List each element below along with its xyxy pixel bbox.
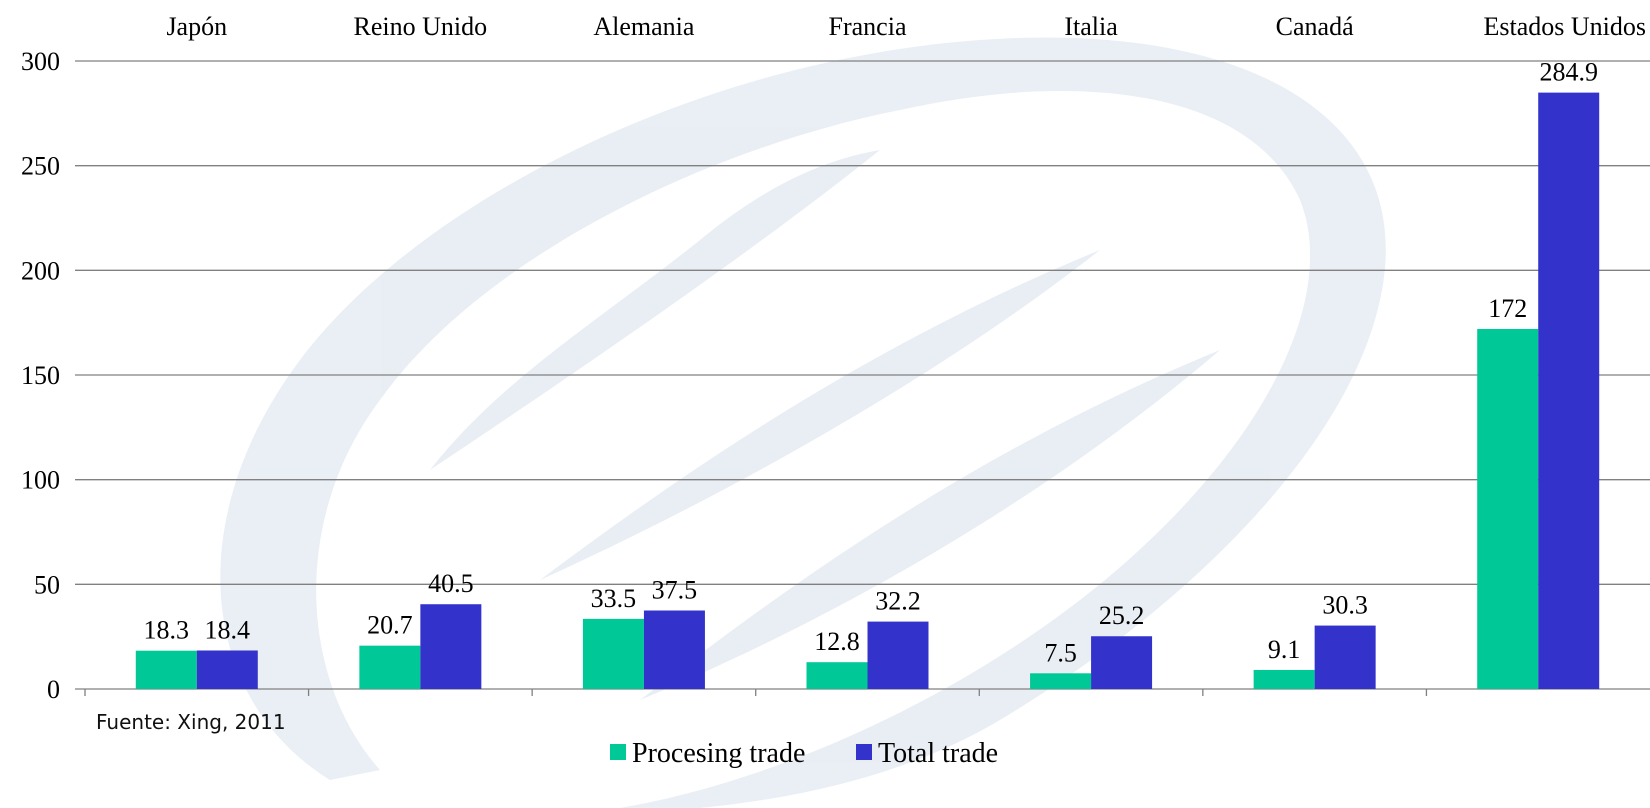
category-label: Francia xyxy=(829,12,907,41)
category-label: Italia xyxy=(1064,12,1118,41)
bar-total-trade xyxy=(1091,636,1153,689)
bar-procesing-trade xyxy=(806,662,868,689)
category-label: Alemania xyxy=(593,12,695,41)
y-tick-label: 0 xyxy=(47,675,60,704)
data-label: 37.5 xyxy=(652,576,698,605)
bar-total-trade xyxy=(867,621,929,689)
data-label: 18.3 xyxy=(144,616,190,645)
y-tick-label: 250 xyxy=(21,152,60,181)
bar-total-trade xyxy=(420,604,482,689)
data-label: 33.5 xyxy=(591,584,637,613)
watermark-logo xyxy=(220,37,1386,808)
y-axis-ticks: 0 50 100 150 200 250 300 xyxy=(21,47,60,704)
category-label: Reino Unido xyxy=(354,12,488,41)
bar-total-trade xyxy=(1314,625,1376,689)
bar-procesing-trade xyxy=(359,645,421,689)
source-note: Fuente: Xing, 2011 xyxy=(96,710,286,734)
category-label: Estados Unidos xyxy=(1484,12,1647,41)
y-tick-label: 300 xyxy=(21,47,60,76)
legend-label-procesing: Procesing trade xyxy=(632,738,805,769)
y-tick-label: 50 xyxy=(34,570,60,599)
legend-swatch-total xyxy=(856,744,872,760)
bar-total-trade xyxy=(643,610,705,689)
y-tick-label: 100 xyxy=(21,466,60,495)
data-label: 40.5 xyxy=(428,569,474,598)
data-label: 32.2 xyxy=(875,587,921,616)
data-label: 20.7 xyxy=(367,611,413,640)
data-label: 18.4 xyxy=(205,615,251,644)
bar-total-trade xyxy=(1538,92,1600,690)
bar-total-trade xyxy=(196,650,258,689)
legend-label-total: Total trade xyxy=(878,738,998,769)
data-label: 284.9 xyxy=(1539,58,1598,87)
legend: Procesing trade Total trade xyxy=(610,738,998,769)
bar-procesing-trade xyxy=(1253,669,1315,689)
y-tick-label: 150 xyxy=(21,361,60,390)
data-label: 7.5 xyxy=(1044,638,1077,667)
bar-procesing-trade xyxy=(582,618,644,689)
data-label: 12.8 xyxy=(814,627,860,656)
data-label: 30.3 xyxy=(1322,591,1368,620)
bar-procesing-trade xyxy=(1030,673,1092,689)
gridlines xyxy=(75,60,1650,696)
bar-procesing-trade xyxy=(1477,328,1539,689)
data-label: 9.1 xyxy=(1268,635,1301,664)
category-label: Japón xyxy=(166,12,227,41)
category-label: Canadá xyxy=(1276,12,1354,41)
data-labels: 18.3 20.7 33.5 12.8 7.5 9.1 172 18.4 40.5 37.5 32.… xyxy=(144,58,1598,668)
bars xyxy=(135,92,1600,690)
data-label: 25.2 xyxy=(1099,601,1145,630)
data-label: 172 xyxy=(1488,294,1527,323)
category-labels: Japón Reino Unido Alemania Francia Italia Can… xyxy=(166,12,1646,41)
y-tick-label: 200 xyxy=(21,256,60,285)
legend-swatch-procesing xyxy=(610,744,626,760)
bar-procesing-trade xyxy=(135,650,197,689)
